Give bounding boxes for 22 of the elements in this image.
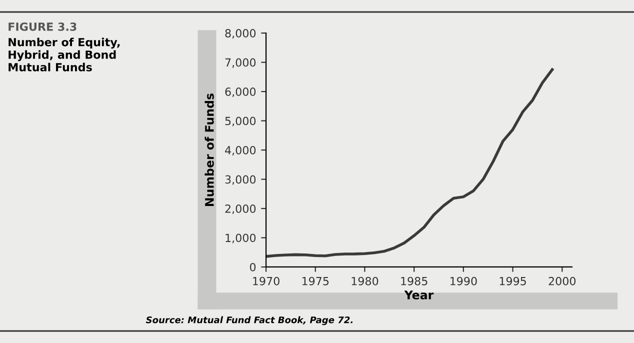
x-tick-label: 1990 <box>450 276 477 286</box>
x-tick-label: 2000 <box>548 276 576 286</box>
y-tick-label: 3,000 <box>225 175 256 185</box>
y-tick-label: 4,000 <box>225 146 256 156</box>
text: Number of Equity, Hybrid, and Bond Mutual Funds <box>8 38 120 72</box>
x-tick-label: 1975 <box>302 276 329 286</box>
y-tick-label: 2,000 <box>225 204 256 214</box>
y-axis-title: Number of Funds <box>204 94 214 206</box>
x-tick-label: 1985 <box>401 276 428 286</box>
text: FIGURE 3.3 <box>8 22 76 31</box>
y-tick-label: 7,000 <box>225 58 256 68</box>
y-tick-label: 1,000 <box>226 234 256 244</box>
y-tick-label: 6,000 <box>225 88 256 98</box>
line-series <box>266 68 554 258</box>
x-tick-label: 1970 <box>253 276 280 286</box>
x-axis-title: Year <box>404 290 434 300</box>
y-tick-label: 0 <box>250 262 256 272</box>
y-tick-label: 5,000 <box>225 116 256 126</box>
y-tick-label: 8,000 <box>225 29 256 39</box>
x-tick-label: 1995 <box>500 276 526 286</box>
x-tick-label: 1980 <box>352 276 378 286</box>
source-note: Source: Mutual Fund Fact Book, Page 72. <box>146 316 353 326</box>
